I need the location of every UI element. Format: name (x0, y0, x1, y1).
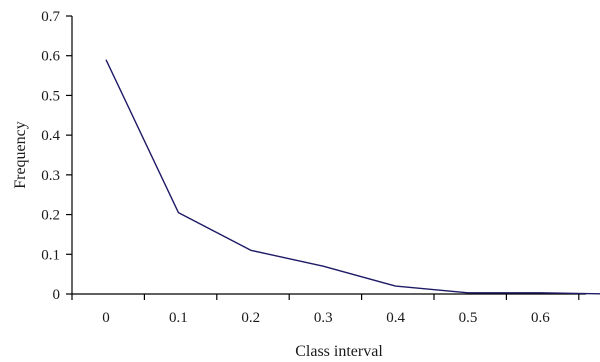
x-tick-label: 0.3 (314, 310, 333, 326)
axes (71, 16, 586, 295)
y-tick-label: 0.3 (41, 168, 60, 184)
x-tick-label: 0.2 (241, 310, 260, 326)
series-line (105, 59, 600, 295)
y-tick-label: 0 (53, 287, 61, 303)
y-tick-label: 0.1 (41, 247, 60, 263)
x-axis-ticks: 00.10.20.30.40.50.60.70.8 (71, 294, 580, 326)
x-tick-label: 0.1 (169, 310, 188, 326)
y-axis-ticks: 0 0.1 0.2 0.3 0.4 0.5 0.6 0.7 (41, 9, 72, 303)
x-tick-label: 0.4 (386, 310, 405, 326)
x-tick-label: 0.6 (531, 310, 550, 326)
y-tick-label: 0.7 (41, 9, 60, 25)
y-tick-label: 0.5 (41, 88, 60, 104)
series-group (105, 59, 600, 295)
y-tick-label: 0.6 (41, 49, 60, 65)
y-tick-label: 0.4 (41, 128, 60, 144)
y-tick-label: 0.2 (41, 208, 60, 224)
x-axis-title: Class interval (295, 343, 383, 360)
x-tick-label: 0.5 (459, 310, 478, 326)
y-axis-title: Frequency (12, 121, 29, 189)
x-tick-label: 0 (102, 310, 110, 326)
